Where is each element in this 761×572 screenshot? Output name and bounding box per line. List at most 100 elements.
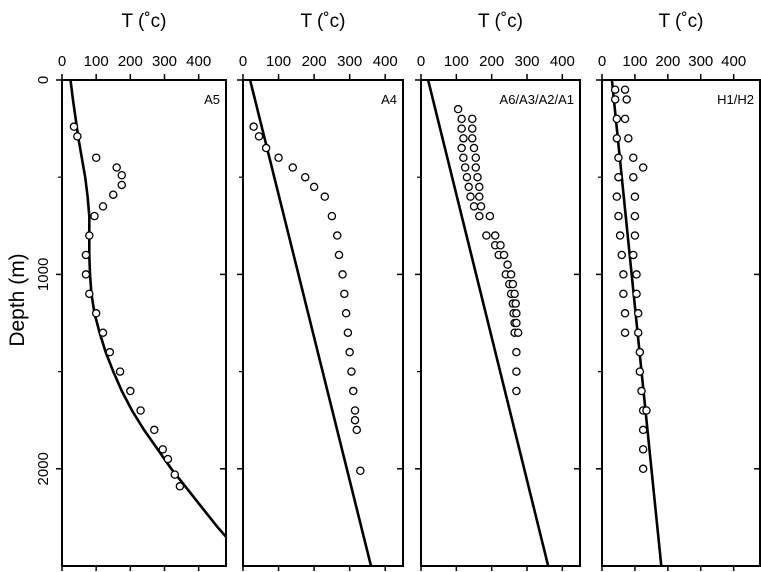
data-point <box>630 211 640 221</box>
data-point <box>334 250 344 260</box>
data-point <box>503 260 512 269</box>
x-tick-label: 300 <box>337 53 362 70</box>
data-point <box>635 347 645 357</box>
data-point <box>327 211 337 221</box>
data-point <box>345 347 354 357</box>
x-tick-label: 100 <box>84 53 109 70</box>
data-point <box>632 289 641 299</box>
data-point <box>98 328 108 337</box>
panel-frame <box>420 79 581 567</box>
data-point <box>475 182 484 192</box>
data-point <box>453 104 463 114</box>
x-tick-label: 100 <box>622 53 647 70</box>
data-point <box>341 309 351 318</box>
x-tick-label: 400 <box>721 53 746 70</box>
data-point <box>115 367 125 376</box>
data-point <box>642 406 651 415</box>
data-point <box>457 114 466 124</box>
panel-title: T (˚c) <box>300 11 345 32</box>
data-point <box>508 279 518 289</box>
data-point <box>506 270 516 279</box>
data-point <box>511 299 520 308</box>
x-tick-label: 200 <box>302 53 327 70</box>
data-point <box>510 289 519 299</box>
data-point <box>612 114 622 124</box>
data-point <box>254 132 264 141</box>
data-point <box>126 386 135 396</box>
x-tick-label: 200 <box>655 53 680 70</box>
data-point <box>117 180 127 190</box>
panel-label: A4 <box>381 92 397 107</box>
x-tick-label: 300 <box>152 53 177 70</box>
data-point <box>469 202 479 211</box>
data-point <box>467 134 477 143</box>
data-point <box>149 425 159 435</box>
y-axis-label: Depth (m) <box>6 253 29 346</box>
data-point <box>630 231 640 240</box>
data-point <box>512 347 521 357</box>
data-point <box>476 202 486 211</box>
data-point <box>499 250 509 260</box>
data-point <box>90 211 99 221</box>
panel-frame <box>601 79 761 567</box>
panel-3: T (˚c) A6/A3/A2/A1 0 100 200 300 400 <box>415 11 581 571</box>
data-point <box>460 163 470 172</box>
data-point <box>633 309 643 318</box>
data-point <box>619 270 628 279</box>
panel-title: T (˚c) <box>121 11 166 32</box>
data-point <box>459 153 468 163</box>
data-point <box>348 386 358 396</box>
data-point <box>69 122 79 131</box>
data-point <box>629 250 638 260</box>
data-point <box>338 270 347 279</box>
data-point <box>347 367 356 376</box>
data-point <box>637 386 646 396</box>
data-point <box>117 171 127 180</box>
data-point <box>617 250 627 260</box>
data-point <box>85 289 94 299</box>
data-point <box>467 124 477 133</box>
data-point <box>462 172 472 182</box>
data-point <box>466 192 475 201</box>
data-point <box>85 231 94 240</box>
model-curve <box>248 80 373 566</box>
data-point <box>496 240 505 250</box>
data-point <box>638 445 648 454</box>
data-point <box>91 309 101 318</box>
data-point <box>467 114 477 124</box>
x-tick-label: 0 <box>417 53 425 70</box>
data-point <box>98 202 108 211</box>
panel-1: T (˚c) A5 0 100 200 300 400 0 1000 2000 <box>35 11 227 571</box>
y-tick-label: 1000 <box>35 258 52 291</box>
data-point <box>612 134 622 143</box>
data-point <box>614 172 623 182</box>
data-point <box>309 182 319 192</box>
x-tick-label: 0 <box>58 53 66 70</box>
x-tick-label: 100 <box>444 53 469 70</box>
data-point <box>475 211 484 221</box>
panel-frame <box>61 79 227 567</box>
panel-label: H1/H2 <box>717 92 754 107</box>
panel-2: T (˚c) A4 0 100 200 300 400 <box>237 11 404 571</box>
data-point <box>457 143 466 153</box>
data-point <box>471 153 481 163</box>
x-tick-label: 200 <box>479 53 504 70</box>
data-point <box>459 134 468 143</box>
data-point <box>610 85 620 94</box>
data-point <box>620 114 630 124</box>
data-point <box>464 182 473 192</box>
data-point <box>356 466 365 475</box>
panel-4: T (˚c) H1/H2 0 100 200 300 400 <box>596 11 761 571</box>
x-tick-label: 400 <box>186 53 211 70</box>
x-tick-label: 400 <box>373 53 398 70</box>
x-tick-label: 400 <box>550 53 575 70</box>
data-point <box>170 470 179 479</box>
data-point <box>343 328 353 337</box>
data-point <box>340 289 349 299</box>
model-curve <box>69 80 226 538</box>
data-point <box>490 231 500 240</box>
x-tick-label: 100 <box>266 53 291 70</box>
model-curve <box>610 80 663 566</box>
panel-frame <box>242 79 404 567</box>
